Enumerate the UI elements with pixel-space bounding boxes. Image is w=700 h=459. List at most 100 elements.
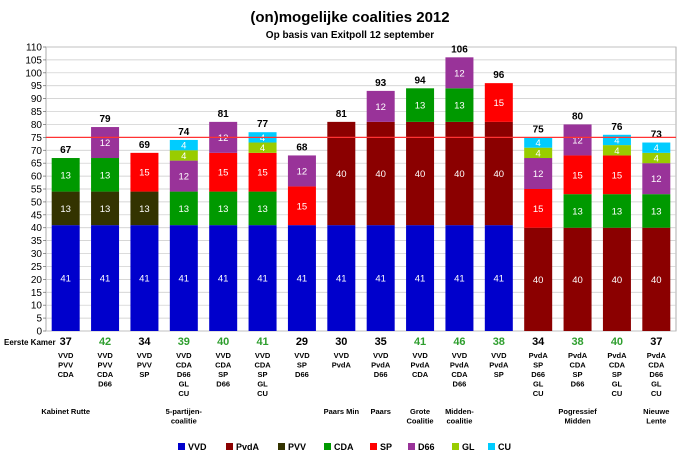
segment-value-label: 13 — [415, 101, 426, 112]
bar-segment-vvd — [406, 225, 435, 331]
segment-value-label: 15 — [218, 168, 229, 179]
bar-segment-vvd — [169, 225, 198, 331]
segment-value-label: 15 — [494, 98, 505, 109]
bar-segment-gl — [169, 150, 198, 161]
chart-title: (on)mogelijke coalities 2012 — [250, 9, 449, 26]
bar-segment-vvd — [445, 225, 474, 331]
segment-value-label: 13 — [218, 204, 229, 215]
coalition-party-label: CDA — [609, 361, 626, 370]
legend-label: SP — [380, 442, 392, 452]
segment-value-label: 41 — [218, 274, 229, 285]
bar-segment-pvda — [445, 121, 474, 226]
coalition-name: Midden — [564, 417, 591, 426]
bar-segment-cu — [169, 139, 198, 151]
bar-segment-d66 — [287, 155, 316, 187]
coalition-party-label: CDA — [451, 370, 468, 379]
coalition-party-label: CDA — [648, 361, 665, 370]
bar-segment-vvd — [209, 225, 238, 331]
coalition-party-label: D66 — [571, 380, 585, 389]
coalition-name: 5-partijen- — [166, 407, 203, 416]
coalition-party-label: PvdA — [450, 361, 470, 370]
eerste-kamer-seats: 41 — [256, 336, 268, 348]
eerste-kamer-seats: 42 — [99, 336, 111, 348]
coalition-party-label: PvdA — [568, 351, 588, 360]
bar-total-label: 80 — [572, 111, 584, 122]
coalition-party-label: SP — [573, 370, 583, 379]
coalition-party-label: D66 — [295, 370, 309, 379]
segment-value-label: 15 — [612, 170, 623, 181]
eerste-kamer-seats: 40 — [611, 336, 623, 348]
eerste-kamer-seats: 29 — [296, 336, 308, 348]
y-tick-label: 55 — [31, 185, 43, 196]
coalition-party-label: VVD — [215, 351, 231, 360]
segment-value-label: 41 — [60, 274, 71, 285]
bar-segment-pvda — [327, 121, 356, 226]
segment-value-label: 41 — [100, 274, 111, 285]
coalition-party-label: VVD — [334, 351, 350, 360]
legend: VVD PvdA PVV CDA SP D66 GL CU — [178, 442, 511, 452]
segment-value-label: 4 — [654, 154, 659, 165]
eerste-kamer-seats: 41 — [414, 336, 426, 348]
bar-segment-sp — [524, 189, 553, 228]
bar-segment-cu — [524, 137, 553, 148]
bar-segment-sp — [602, 155, 631, 195]
y-tick-label: 5 — [36, 314, 42, 325]
coalition-party-label: CU — [612, 389, 623, 398]
segment-value-label: 41 — [336, 274, 347, 285]
eerste-kamer-seats: 35 — [375, 336, 387, 348]
bar-segment-pvda — [484, 121, 513, 226]
coalition-party-label: VVD — [452, 351, 468, 360]
coalition-party-label: D66 — [374, 370, 388, 379]
segment-value-label: 41 — [454, 274, 465, 285]
segment-value-label: 15 — [257, 168, 268, 179]
y-tick-label: 20 — [31, 275, 43, 286]
segment-value-label: 13 — [612, 206, 623, 217]
y-tick-label: 60 — [31, 172, 43, 183]
coalition-party-label: GL — [533, 380, 544, 389]
y-tick-label: 10 — [31, 301, 43, 312]
coalition-party-label: VVD — [97, 351, 113, 360]
bar-segment-cda — [51, 158, 80, 192]
bar-segment-gl — [642, 152, 671, 164]
segment-value-label: 12 — [651, 174, 662, 185]
bar-segment-cda — [445, 88, 474, 122]
y-tick-label: 50 — [31, 197, 43, 208]
bar-total-label: 69 — [139, 140, 151, 151]
y-tick-label: 25 — [31, 262, 43, 273]
y-tick-label: 95 — [31, 81, 43, 92]
segment-value-label: 4 — [260, 133, 265, 144]
segment-value-label: 41 — [494, 274, 505, 285]
coalition-name: coalitie — [171, 417, 197, 426]
segment-value-label: 12 — [100, 138, 111, 149]
coalition-party-label: SP — [612, 370, 622, 379]
y-tick-label: 65 — [31, 159, 43, 170]
segment-value-label: 4 — [654, 143, 659, 154]
bar-segment-gl — [248, 142, 277, 153]
coalition-party-label: GL — [179, 380, 190, 389]
segment-value-label: 40 — [454, 169, 465, 180]
coalition-party-label: VVD — [58, 351, 74, 360]
eerste-kamer-seats: 46 — [453, 336, 465, 348]
coalition-party-label: VVD — [294, 351, 310, 360]
coalition-name: Grote — [410, 407, 430, 416]
legend-swatch-cu — [488, 443, 495, 450]
bar-segment-sp — [209, 152, 238, 192]
segment-value-label: 13 — [572, 206, 583, 217]
bar-total-label: 81 — [336, 109, 348, 120]
coalition-party-label: D66 — [98, 380, 112, 389]
coalition-party-label: PvdA — [607, 351, 627, 360]
coalition-name: Nieuwe — [643, 407, 669, 416]
segment-value-label: 13 — [60, 170, 71, 181]
bar-segment-cda — [248, 191, 277, 226]
bar-total-label: 67 — [60, 145, 72, 156]
segment-value-label: 15 — [572, 170, 583, 181]
bar-segment-d66 — [445, 57, 474, 89]
bar-segment-pvda — [366, 121, 395, 226]
segment-value-label: 40 — [494, 169, 505, 180]
coalition-party-label: CDA — [412, 370, 429, 379]
coalition-party-label: CDA — [569, 361, 586, 370]
bar-segment-sp — [563, 155, 592, 195]
segment-value-label: 4 — [181, 141, 186, 152]
bar-segment-sp — [130, 152, 159, 192]
bar-segment-vvd — [248, 225, 277, 331]
